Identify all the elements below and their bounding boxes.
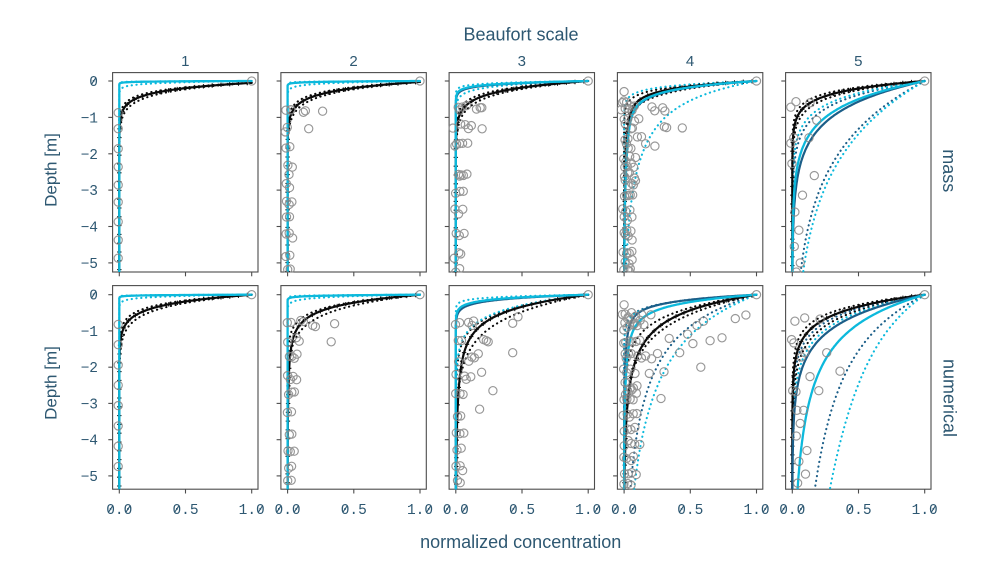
svg-text:−1: −1 — [81, 325, 98, 341]
svg-text:5: 5 — [854, 53, 862, 70]
svg-text:mass: mass — [939, 149, 959, 192]
svg-text:0.5: 0.5 — [677, 503, 703, 519]
svg-text:0: 0 — [89, 289, 98, 305]
svg-text:0.0: 0.0 — [611, 503, 637, 519]
svg-text:1.0: 1.0 — [912, 503, 938, 519]
svg-text:0.0: 0.0 — [779, 503, 805, 519]
svg-text:−4: −4 — [81, 434, 98, 450]
svg-text:−3: −3 — [81, 184, 98, 200]
svg-text:1.0: 1.0 — [407, 503, 433, 519]
svg-text:1.0: 1.0 — [743, 503, 769, 519]
svg-text:1.0: 1.0 — [575, 503, 601, 519]
svg-text:numerical: numerical — [940, 359, 960, 437]
svg-text:0: 0 — [89, 75, 98, 91]
svg-text:−2: −2 — [81, 361, 98, 377]
svg-text:−2: −2 — [81, 148, 98, 164]
svg-text:0.0: 0.0 — [106, 503, 132, 519]
svg-text:0.5: 0.5 — [341, 503, 367, 519]
svg-text:−4: −4 — [81, 221, 98, 237]
svg-text:normalized concentration: normalized concentration — [420, 532, 621, 552]
svg-text:−3: −3 — [81, 397, 98, 413]
svg-text:0.0: 0.0 — [443, 503, 469, 519]
svg-text:0.0: 0.0 — [275, 503, 301, 519]
svg-text:1.0: 1.0 — [239, 503, 265, 519]
svg-text:Depth [m]: Depth [m] — [41, 346, 60, 420]
svg-text:0.5: 0.5 — [172, 503, 198, 519]
svg-text:0.5: 0.5 — [509, 503, 535, 519]
svg-text:4: 4 — [686, 53, 694, 70]
svg-text:0.5: 0.5 — [845, 503, 871, 519]
svg-text:1: 1 — [181, 53, 189, 70]
svg-text:−5: −5 — [81, 470, 98, 486]
svg-text:2: 2 — [349, 53, 357, 70]
svg-text:Beaufort scale: Beaufort scale — [463, 24, 578, 44]
svg-text:3: 3 — [518, 53, 526, 70]
svg-text:Depth [m]: Depth [m] — [41, 133, 60, 207]
svg-text:−5: −5 — [81, 257, 98, 273]
svg-text:−1: −1 — [81, 111, 98, 127]
